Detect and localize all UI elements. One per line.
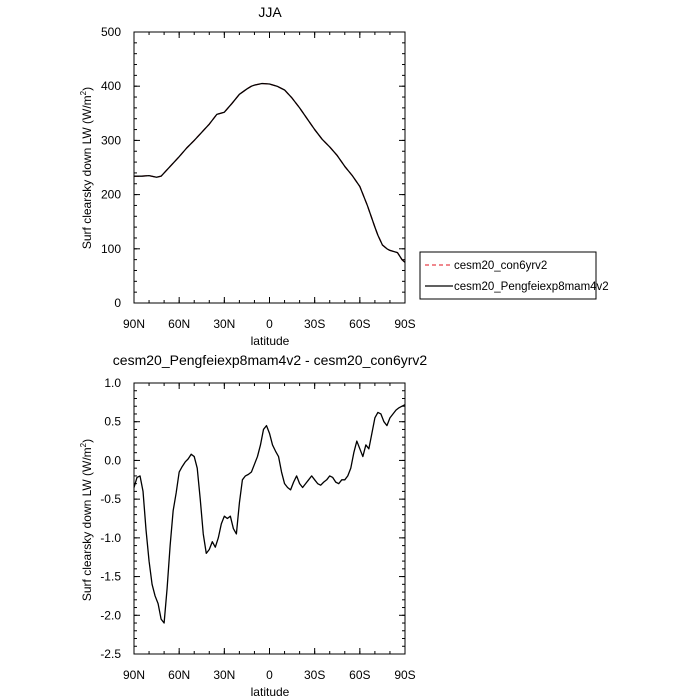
series-line-cesm20_con6yrv2 xyxy=(134,82,406,263)
y-tick-label: 0.0 xyxy=(104,453,121,467)
chart-legend: cesm20_con6yrv2 cesm20_Pengfeiexp8mam4v2 xyxy=(419,251,609,300)
x-tick-label: 30S xyxy=(304,668,325,682)
plot-frame xyxy=(133,382,406,655)
y-tick-label: -2.5 xyxy=(100,647,121,661)
x-axis-label: latitude xyxy=(251,685,290,699)
x-axis-label: latitude xyxy=(251,334,290,348)
y-axis-label: Surf clearsky down LW (W/m2) xyxy=(79,87,94,249)
y-tick-label: -1.0 xyxy=(100,531,121,545)
chart-title: cesm20_Pengfeiexp8mam4v2 - cesm20_con6yr… xyxy=(113,352,428,368)
series-line-cesm20_Pengfeiexp8mam4v2 xyxy=(134,82,406,263)
bottom-difference-chart: cesm20_Pengfeiexp8mam4v2 - cesm20_con6yr… xyxy=(79,352,427,699)
y-tick-label: -2.0 xyxy=(100,608,121,622)
y-axis-label: Surf clearsky down LW (W/m2) xyxy=(79,439,94,601)
x-tick-label: 30S xyxy=(304,317,325,331)
y-tick-label: 100 xyxy=(101,242,121,256)
y-tick-label: 1.0 xyxy=(104,376,121,390)
x-tick-label: 0 xyxy=(266,668,273,682)
chart-title: JJA xyxy=(258,4,282,20)
x-tick-label: 90N xyxy=(123,668,145,682)
y-tick-label: 0 xyxy=(114,296,121,310)
x-tick-label: 60N xyxy=(168,668,190,682)
x-tick-label: 30N xyxy=(213,668,235,682)
y-tick-label: 400 xyxy=(101,79,121,93)
x-tick-label: 90S xyxy=(394,317,415,331)
y-tick-label: -0.5 xyxy=(100,492,121,506)
series-lines xyxy=(134,82,406,263)
x-tick-label: 90S xyxy=(394,668,415,682)
x-tick-label: 30N xyxy=(213,317,235,331)
axis-ticks: 0 100 200 300 400 500 90N 60N 30N 0 30S 60S 90S xyxy=(101,25,416,331)
y-tick-label: 0.5 xyxy=(104,415,121,429)
series-lines xyxy=(133,404,406,624)
legend-box xyxy=(419,251,597,300)
x-tick-label: 0 xyxy=(266,317,273,331)
x-tick-label: 60S xyxy=(349,317,370,331)
legend-label-pengfei: cesm20_Pengfeiexp8mam4v2 xyxy=(454,281,609,293)
x-tick-label: 60N xyxy=(168,317,190,331)
y-tick-label: 500 xyxy=(101,25,121,39)
axis-ticks: -2.5 -2.0 -1.5 -1.0 -0.5 0.0 0.5 1.0 90N 60N 30N 0 3… xyxy=(100,376,415,682)
y-tick-label: 300 xyxy=(101,133,121,147)
x-tick-label: 90N xyxy=(123,317,145,331)
x-tick-label: 60S xyxy=(349,668,370,682)
series-line-series-0 xyxy=(133,404,406,624)
legend-label-con6yrv2: cesm20_con6yrv2 xyxy=(454,260,547,272)
y-tick-label: -1.5 xyxy=(100,570,121,584)
y-tick-label: 200 xyxy=(101,188,121,202)
plot-frame xyxy=(133,31,406,304)
